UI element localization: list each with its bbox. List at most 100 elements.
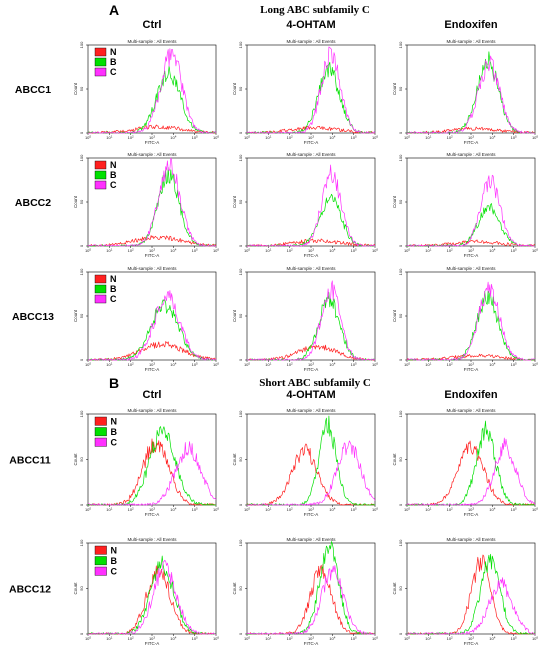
series-b-line: [246, 193, 375, 247]
x-tick-label: 105: [511, 636, 517, 642]
y-axis-label: Count: [392, 582, 397, 595]
x-tick-label: 102: [128, 507, 134, 513]
series-c-line: [246, 565, 375, 635]
x-axis-label: FITC-A: [145, 512, 160, 517]
x-tick-label: 106: [532, 507, 538, 513]
legend-label: C: [111, 566, 118, 576]
y-tick-label: 50: [79, 86, 84, 91]
column-header: Endoxifen: [444, 389, 497, 401]
histogram-plot: Multi-sample : All Events 0 50 100 Count 100 1…: [73, 408, 219, 517]
x-tick-label: 105: [511, 362, 517, 368]
plot-frame: [87, 542, 217, 635]
series-n-line: [406, 239, 536, 247]
y-tick-label: 100: [79, 154, 84, 161]
x-axis-label: FITC-A: [304, 512, 319, 517]
x-tick-label: 104: [489, 507, 495, 513]
series-b-line: [87, 555, 217, 635]
histogram-plot: Multi-sample : All Events 0 50 100 Count 100 1…: [392, 266, 538, 372]
column-header: Ctrl: [143, 389, 162, 401]
histogram-plot: Multi-sample : All Events 0 50 100 Count 100 1…: [392, 39, 538, 145]
x-tick-label: 102: [287, 135, 293, 141]
x-tick-label: 103: [308, 636, 314, 642]
x-tick-label: 100: [85, 135, 91, 141]
y-tick-label: 50: [238, 586, 243, 591]
x-tick-label: 103: [149, 362, 155, 368]
series-b-line: [87, 426, 216, 506]
x-tick-label: 105: [351, 507, 357, 513]
x-tick-label: 100: [85, 507, 91, 513]
plot-subtitle: Multi-sample : All Events: [286, 152, 336, 157]
series-c-line: [88, 559, 216, 635]
x-axis-label: FITC-A: [145, 253, 160, 258]
y-tick-label: 50: [238, 199, 243, 204]
legend: NBC: [94, 160, 117, 190]
legend: NBC: [94, 47, 117, 77]
x-axis-label: FITC-A: [304, 140, 319, 145]
legend-label: C: [110, 180, 117, 190]
legend-swatch: [94, 416, 107, 426]
x-axis-label: FITC-A: [304, 367, 319, 372]
histogram-plot: Multi-sample : All Events 0 50 100 Count 100 1…: [232, 39, 378, 145]
x-tick-label: 101: [265, 362, 271, 368]
x-tick-label: 100: [244, 248, 250, 254]
x-tick-label: 103: [468, 636, 474, 642]
series-c-line: [247, 440, 376, 506]
y-axis-label: Count: [73, 582, 78, 595]
series-b-line: [406, 290, 536, 361]
x-tick-label: 102: [447, 507, 453, 513]
y-axis-label: Count: [392, 309, 397, 322]
y-tick-label: 50: [398, 313, 403, 318]
legend-swatch: [94, 427, 107, 437]
x-tick-label: 105: [192, 135, 198, 141]
x-tick-label: 106: [213, 507, 219, 513]
plot-subtitle: Multi-sample : All Events: [446, 266, 496, 271]
x-axis-label: FITC-A: [464, 512, 479, 517]
plot-frame: [406, 157, 536, 247]
y-tick-label: 50: [79, 457, 84, 462]
x-tick-label: 104: [329, 135, 335, 141]
x-tick-label: 104: [170, 507, 176, 513]
plot-subtitle: Multi-sample : All Events: [127, 408, 177, 413]
x-tick-label: 106: [372, 135, 378, 141]
series-b-line: [407, 420, 535, 506]
y-tick-label: 50: [398, 199, 403, 204]
y-tick-label: 0: [79, 131, 84, 134]
x-tick-label: 104: [489, 362, 495, 368]
y-tick-label: 100: [238, 539, 243, 546]
x-tick-label: 105: [351, 636, 357, 642]
y-tick-label: 50: [79, 199, 84, 204]
x-tick-label: 102: [128, 248, 134, 254]
x-tick-label: 101: [265, 248, 271, 254]
x-tick-label: 102: [447, 362, 453, 368]
x-tick-label: 101: [265, 135, 271, 141]
x-tick-label: 106: [213, 636, 219, 642]
panels-layer: A Long ABC subfamily C Ctrl 4-OHTAM Endoxife…: [9, 2, 538, 645]
x-tick-label: 106: [213, 135, 219, 141]
series-c-line: [407, 281, 536, 361]
y-tick-label: 0: [238, 131, 243, 134]
series-c-line: [407, 55, 535, 134]
y-tick-label: 100: [79, 410, 84, 417]
y-tick-label: 50: [398, 457, 403, 462]
legend-swatch: [94, 67, 107, 77]
y-tick-label: 100: [398, 268, 403, 275]
x-tick-label: 106: [213, 362, 219, 368]
plot-frame: [87, 44, 217, 134]
x-axis-label: FITC-A: [145, 641, 160, 645]
x-tick-label: 104: [170, 248, 176, 254]
x-tick-label: 101: [265, 507, 271, 513]
legend-label: N: [110, 47, 117, 57]
plot-frame: [406, 271, 536, 361]
x-tick-label: 101: [106, 507, 112, 513]
plot-frame: [406, 542, 536, 635]
row-label: ABCC2: [15, 197, 51, 209]
x-tick-label: 100: [404, 507, 410, 513]
x-axis-label: FITC-A: [464, 641, 479, 645]
series-b-line: [407, 203, 536, 247]
y-axis-label: Count: [392, 82, 397, 95]
y-tick-label: 0: [398, 358, 403, 361]
y-tick-label: 0: [238, 358, 243, 361]
x-tick-label: 102: [447, 636, 453, 642]
y-axis-label: Count: [232, 453, 237, 466]
x-tick-label: 101: [265, 636, 271, 642]
